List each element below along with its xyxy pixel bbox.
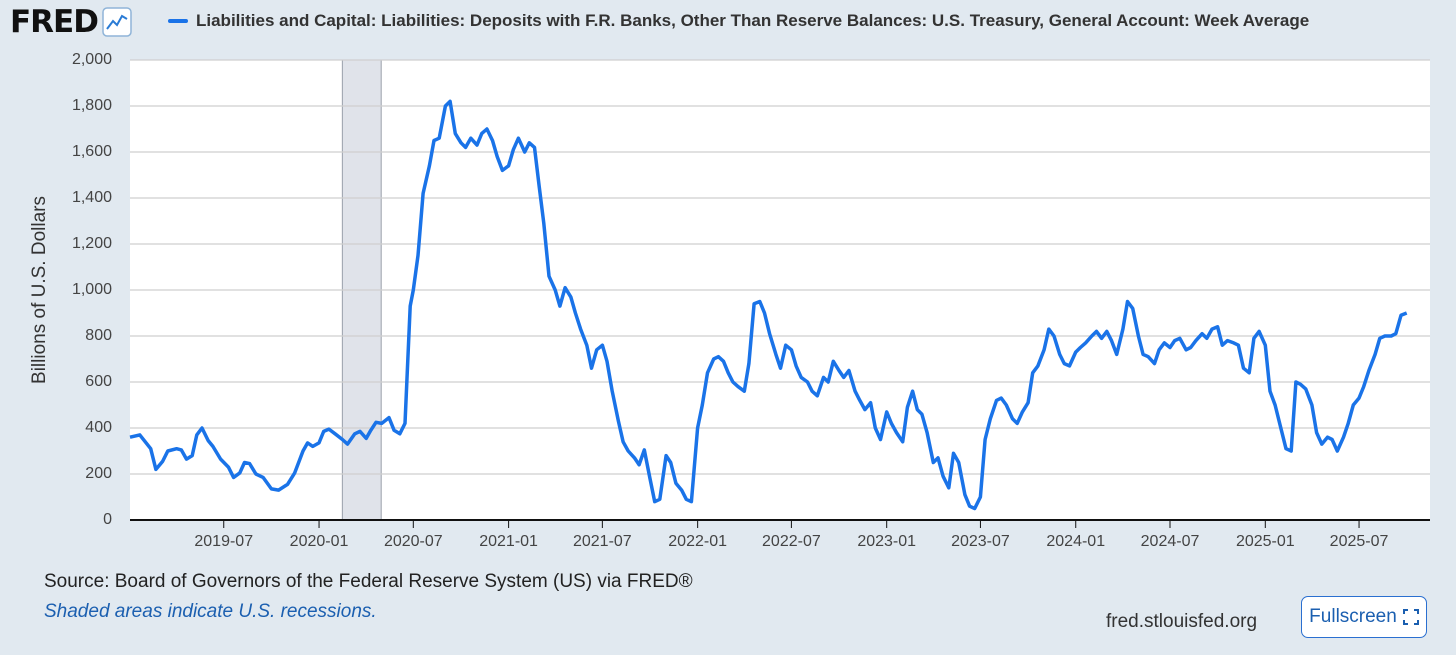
x-tick-label: 2024-01 <box>1046 533 1105 550</box>
x-tick-label: 2021-01 <box>479 533 538 550</box>
y-tick-label: 1,000 <box>72 281 112 298</box>
fullscreen-button[interactable]: Fullscreen <box>1301 596 1427 638</box>
x-tick-label: 2022-01 <box>668 533 727 550</box>
x-tick-label: 2023-01 <box>857 533 916 550</box>
fred-logo-text: FRED <box>10 4 99 40</box>
line-graph-icon <box>102 7 132 37</box>
x-tick-label: 2021-07 <box>573 533 632 550</box>
y-tick-label: 2,000 <box>72 51 112 68</box>
series-title-row: Liabilities and Capital: Liabilities: De… <box>168 8 1309 34</box>
series-title: Liabilities and Capital: Liabilities: De… <box>196 11 1310 30</box>
y-tick-label: 1,400 <box>72 189 112 206</box>
recession-note: Shaded areas indicate U.S. recessions. <box>44 601 377 622</box>
y-axis-label: Billions of U.S. Dollars <box>29 196 50 384</box>
line-chart: 0 200 400 600 800 1,000 1,200 1,400 1,600 1,800 2,… <box>29 51 1430 550</box>
x-tick-label: 2020-07 <box>384 533 443 550</box>
x-tick-label: 2025-07 <box>1330 533 1389 550</box>
series-line[interactable] <box>129 99 1408 511</box>
y-tick-label: 600 <box>85 373 112 390</box>
x-tick-label: 2025-01 <box>1236 533 1295 550</box>
y-tick-label: 1,200 <box>72 235 112 252</box>
y-tick-label: 800 <box>85 327 112 344</box>
y-tick-label: 1,600 <box>72 143 112 160</box>
x-tick-label: 2023-07 <box>951 533 1010 550</box>
fullscreen-icon <box>1402 609 1419 625</box>
x-tick-label: 2019-07 <box>194 533 253 550</box>
site-url[interactable]: fred.stlouisfed.org <box>1106 611 1258 632</box>
y-tick-label: 0 <box>103 511 112 528</box>
y-tick-label: 1,800 <box>72 97 112 114</box>
x-tick-label: 2020-01 <box>290 533 349 550</box>
y-tick-label: 200 <box>85 465 112 482</box>
fullscreen-label: Fullscreen <box>1309 606 1397 627</box>
source-note: Source: Board of Governors of the Federa… <box>44 571 693 592</box>
fred-logo[interactable]: FRED <box>10 4 132 40</box>
x-tick-label: 2022-07 <box>762 533 821 550</box>
legend-swatch <box>168 19 188 23</box>
x-tick-label: 2024-07 <box>1141 533 1200 550</box>
y-tick-label: 400 <box>85 419 112 436</box>
